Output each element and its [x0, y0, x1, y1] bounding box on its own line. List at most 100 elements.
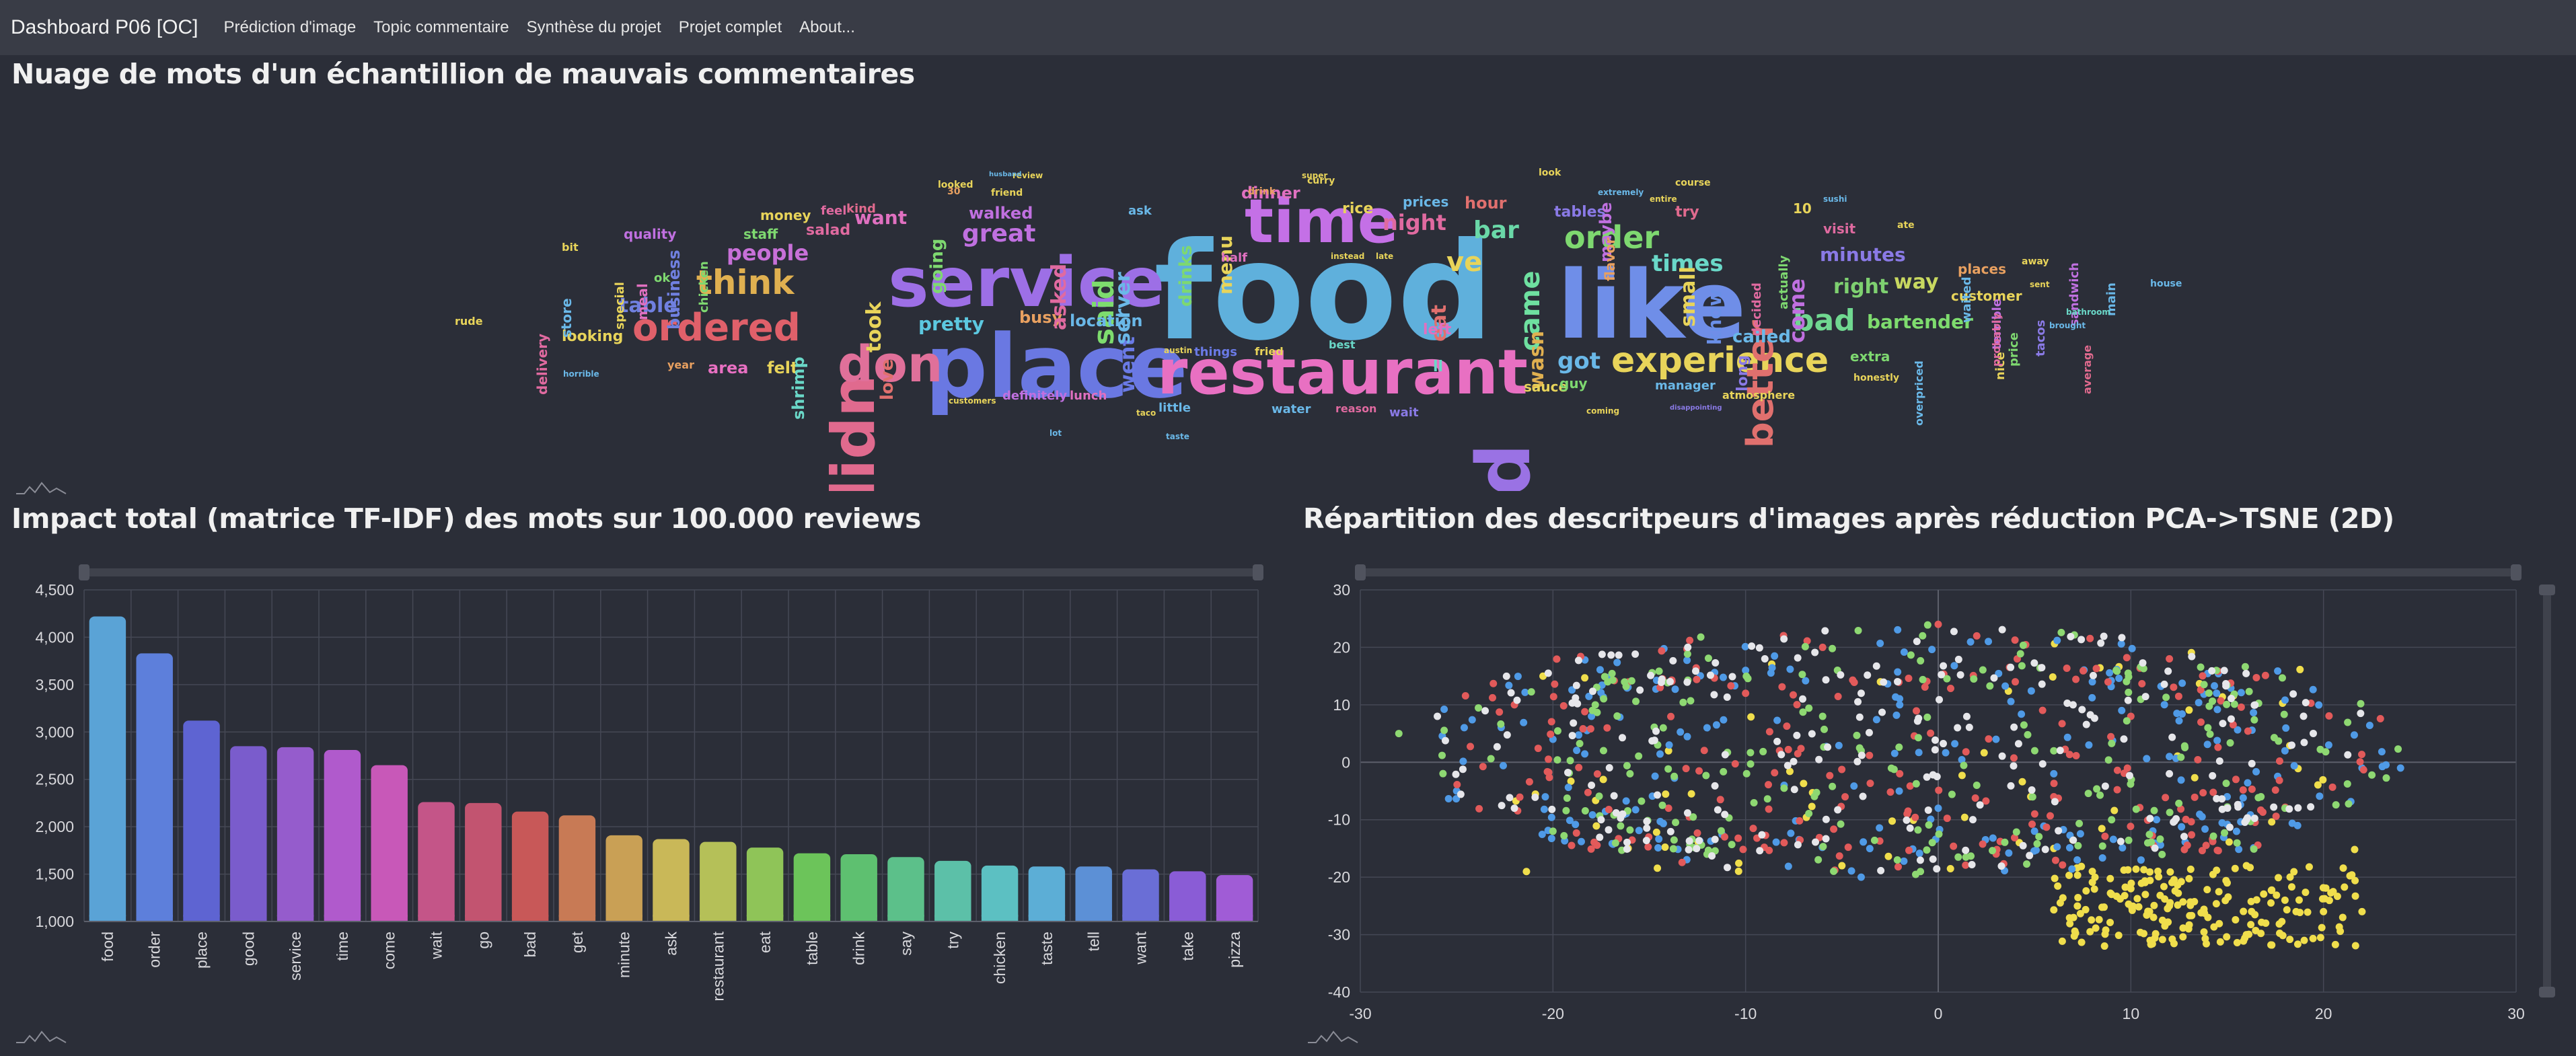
scatter-point — [1905, 846, 1913, 854]
scatter-point — [1527, 688, 1535, 696]
wordcloud-word: bar — [1473, 217, 1519, 244]
scatter-point — [1459, 765, 1467, 774]
scatter-point — [1721, 833, 1729, 841]
scatter-point — [1545, 755, 1553, 763]
scatter-point — [1876, 824, 1884, 832]
nav-link-projet-complet[interactable]: Projet complet — [678, 18, 782, 36]
scatter-point — [1866, 845, 1874, 853]
scatter-point — [2175, 799, 2183, 807]
wordcloud-word: away — [2022, 256, 2049, 267]
scatter-point — [2226, 739, 2234, 747]
y-tick-label: 3,000 — [35, 723, 74, 741]
scatter-point — [2028, 820, 2036, 828]
scatter-point — [2203, 741, 2211, 749]
scatter-point — [1658, 801, 1666, 809]
scatter-point — [2316, 792, 2324, 800]
scatter-point — [2178, 679, 2186, 687]
x-tick-label: -30 — [1349, 1005, 1371, 1022]
scatter-point — [1592, 822, 1600, 830]
scatter-point — [1829, 644, 1837, 652]
scatter-point — [2160, 680, 2168, 688]
scatter-point — [1793, 701, 1801, 709]
scatter-point — [2082, 720, 2090, 728]
scatter-point — [1771, 652, 1779, 660]
brand-title[interactable]: Dashboard P06 [OC] — [11, 16, 198, 38]
y-tick-label: -20 — [1328, 868, 1350, 886]
scatter-point — [2194, 755, 2202, 763]
scatter-point — [1724, 864, 1732, 872]
wordcloud-word: small — [1677, 266, 1700, 327]
scatter-point — [1936, 695, 1944, 704]
scatter-point — [2273, 891, 2281, 899]
scatter-point — [2005, 849, 2013, 857]
scatter-point — [1664, 804, 1672, 813]
scatter-point — [2133, 895, 2141, 903]
scatter-point — [2300, 739, 2308, 747]
scatter-point — [1915, 714, 1923, 722]
scatter-point — [2283, 906, 2291, 914]
scatter-point — [1655, 835, 1663, 843]
scatter-point — [1689, 813, 1697, 821]
scatter-point — [2091, 873, 2099, 881]
scatter-point — [1683, 732, 1691, 741]
scatter-point — [1514, 673, 1522, 681]
scatter-point — [1783, 761, 1792, 769]
x-tick-label: say — [897, 932, 915, 956]
scatter-point — [1935, 830, 1943, 838]
scatter-point — [2356, 758, 2364, 766]
scatter-point — [2097, 639, 2105, 647]
scatter-point — [1487, 755, 1495, 763]
scatter-point — [2210, 923, 2218, 931]
scatter-point — [2146, 868, 2154, 876]
scatter-point — [1460, 724, 1468, 732]
scatter-point — [2258, 808, 2267, 816]
nav-link-prediction[interactable]: Prédiction d'image — [223, 18, 357, 36]
scatter-point — [1940, 740, 1948, 748]
scatter-point — [1826, 771, 1834, 780]
scatter-point — [2211, 682, 2219, 690]
scatter-point — [2339, 913, 2347, 921]
scatter-point — [2244, 727, 2252, 735]
scatter-point — [1894, 626, 1902, 634]
scatter-point — [2088, 868, 2096, 876]
x-tick-label: 20 — [2315, 1005, 2332, 1022]
scatter-point — [1931, 736, 1940, 744]
scatter-point — [2224, 893, 2232, 901]
scatter-point — [1919, 675, 1927, 683]
scatter-point — [1986, 682, 1994, 690]
scatter-point — [2050, 747, 2058, 755]
scatter-point — [1579, 725, 1587, 733]
nav-link-synthese[interactable]: Synthèse du projet — [526, 18, 661, 36]
bar — [136, 653, 173, 921]
scatter-point — [1878, 708, 1886, 716]
nav-link-topic[interactable]: Topic commentaire — [373, 18, 509, 36]
scatter-point — [1962, 748, 1970, 756]
nav-link-about[interactable]: About... — [799, 18, 855, 36]
scatter-point — [2209, 832, 2217, 840]
scatter-point — [2198, 847, 2206, 855]
scatter-point — [1794, 654, 1802, 662]
bar — [840, 854, 877, 921]
scatter-point — [1626, 826, 1634, 834]
wordcloud-word: overpriced — [1913, 360, 1925, 426]
wordcloud-word: left — [1423, 322, 1452, 338]
scatter-point — [1623, 761, 1631, 769]
zoom-slider — [1360, 568, 2516, 576]
scatter-point — [2201, 825, 2209, 833]
wordcloud-word: ok — [654, 271, 671, 285]
scatter-point — [1822, 676, 1830, 684]
scatter-point — [1927, 815, 1935, 823]
scatter-point — [2118, 634, 2126, 642]
wordcloud-word: delivery — [534, 333, 550, 395]
scatter-point — [2351, 876, 2359, 884]
scatter-point — [2078, 706, 2086, 714]
zoom-handle-bottom — [2539, 987, 2555, 997]
scatter-point — [2188, 831, 2196, 839]
scatter-point — [1755, 644, 1763, 652]
scatter-point — [1548, 805, 1556, 813]
wordcloud-word: bartender — [1867, 311, 1973, 333]
scatter-point — [2166, 808, 2174, 817]
scatter-point — [2049, 673, 2057, 681]
scatter-point — [1962, 846, 1970, 854]
scatter-point — [1510, 804, 1518, 813]
